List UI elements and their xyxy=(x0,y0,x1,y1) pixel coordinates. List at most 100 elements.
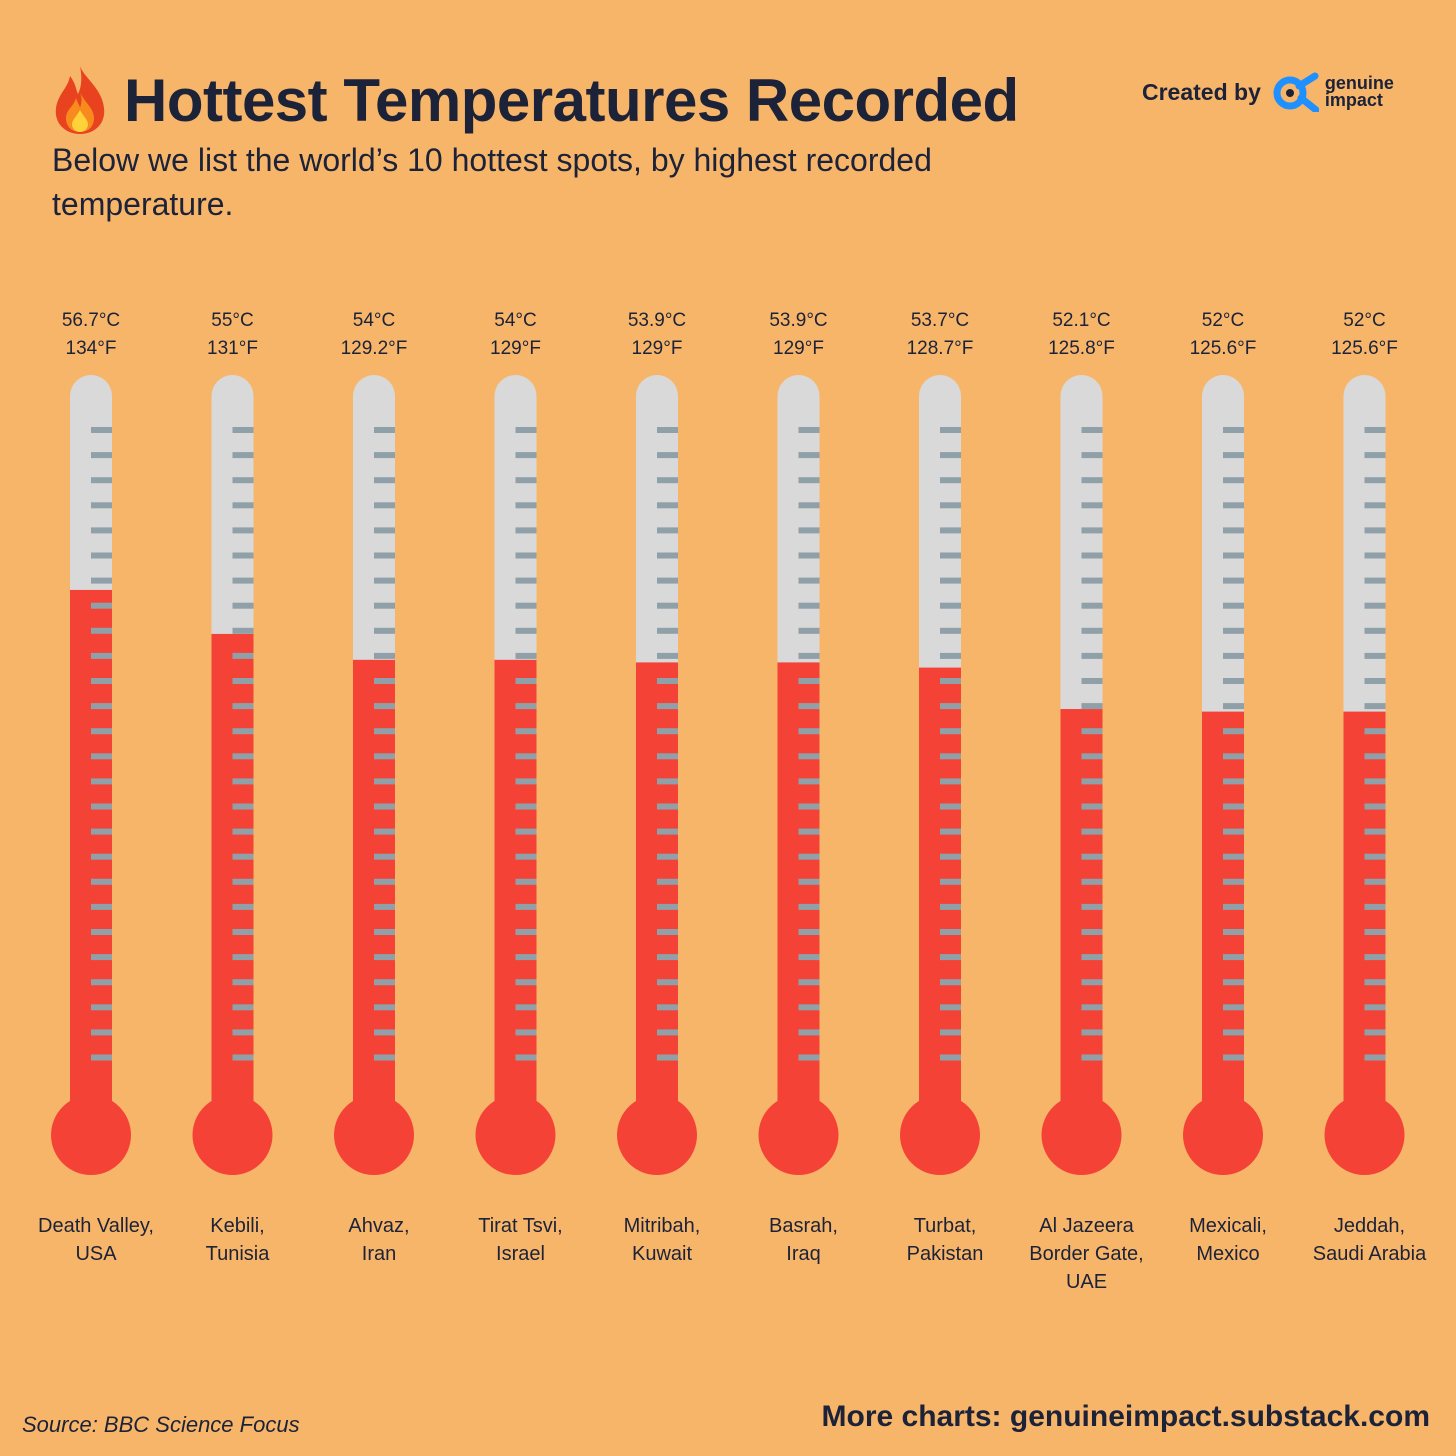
scale-tick xyxy=(374,828,395,835)
scale-tick xyxy=(657,853,678,860)
scale-tick xyxy=(1223,678,1244,684)
scale-tick xyxy=(657,1029,678,1036)
thermometer-bulb xyxy=(1183,1095,1263,1175)
scale-tick xyxy=(91,878,112,885)
temperature-fahrenheit-label: 125.6°F xyxy=(1331,338,1398,359)
scale-tick xyxy=(657,452,678,459)
temperature-celsius-label: 53.7°C xyxy=(911,310,969,331)
scale-tick xyxy=(657,728,678,735)
scale-tick xyxy=(1081,652,1103,659)
page-title: Hottest Temperatures Recorded xyxy=(124,66,1019,134)
scale-tick xyxy=(940,1029,961,1036)
location-label: Death Valley, xyxy=(38,1215,154,1237)
scale-tick xyxy=(940,878,961,885)
scale-tick xyxy=(515,477,537,484)
scale-tick xyxy=(1223,552,1244,559)
scale-tick xyxy=(1364,1054,1386,1061)
scale-tick xyxy=(798,753,820,760)
scale-tick xyxy=(515,552,537,559)
scale-tick xyxy=(232,652,254,659)
temperature-celsius-label: 53.9°C xyxy=(769,310,827,331)
scale-tick xyxy=(1081,502,1103,509)
scale-tick xyxy=(232,828,254,835)
scale-tick xyxy=(798,652,820,659)
scale-tick xyxy=(657,427,678,433)
scale-tick xyxy=(1364,477,1386,484)
scale-tick xyxy=(940,753,961,760)
scale-tick xyxy=(1081,577,1103,584)
temperature-fahrenheit-label: 125.6°F xyxy=(1190,338,1257,359)
scale-tick xyxy=(515,753,537,760)
scale-tick xyxy=(232,979,254,986)
scale-tick xyxy=(232,452,254,459)
scale-tick xyxy=(374,477,395,484)
scale-tick xyxy=(657,1004,678,1011)
scale-tick xyxy=(232,929,254,935)
scale-tick xyxy=(798,853,820,860)
scale-tick xyxy=(657,527,678,534)
scale-tick xyxy=(1364,728,1386,735)
scale-tick xyxy=(91,979,112,986)
location-label: Pakistan xyxy=(907,1243,984,1265)
scale-tick xyxy=(91,602,112,609)
scale-tick xyxy=(1223,1004,1244,1011)
scale-tick xyxy=(91,828,112,835)
scale-tick xyxy=(91,427,112,433)
thermometer-chart: 56.7°C 134°F Death Valley, USA 55°C 131°F Kebi… xyxy=(38,310,1427,1293)
scale-tick xyxy=(940,979,961,986)
location-label: Kuwait xyxy=(632,1243,692,1265)
scale-tick xyxy=(657,627,678,634)
scale-tick xyxy=(1223,627,1244,634)
fire-icon xyxy=(55,66,105,134)
scale-tick xyxy=(374,527,395,534)
scale-tick xyxy=(940,602,961,609)
scale-tick xyxy=(232,552,254,559)
source-note: Source: BBC Science Focus xyxy=(22,1412,300,1437)
scale-tick xyxy=(1364,552,1386,559)
scale-tick xyxy=(798,527,820,534)
scale-tick xyxy=(1364,1029,1386,1036)
scale-tick xyxy=(1223,878,1244,885)
scale-tick xyxy=(798,1029,820,1036)
creator-badge: Created by genuine impact xyxy=(1142,70,1394,114)
more-charts-link[interactable]: More charts: genuineimpact.substack.com xyxy=(821,1400,1431,1433)
scale-tick xyxy=(1223,652,1244,659)
scale-tick xyxy=(1081,477,1103,484)
location-label: Ahvaz, xyxy=(348,1215,409,1237)
scale-tick xyxy=(1081,753,1103,760)
temperature-fahrenheit-label: 134°F xyxy=(66,338,117,359)
scale-tick xyxy=(374,903,395,910)
scale-tick xyxy=(1364,427,1386,433)
scale-tick xyxy=(657,703,678,710)
scale-tick xyxy=(515,627,537,634)
scale-tick xyxy=(940,452,961,459)
scale-tick xyxy=(515,853,537,860)
logo-line-2: impact xyxy=(1324,90,1383,110)
temperature-celsius-label: 52°C xyxy=(1343,310,1385,331)
location-label: Tirat Tsvi, xyxy=(478,1215,562,1237)
scale-tick xyxy=(1081,728,1103,735)
scale-tick xyxy=(1364,652,1386,659)
scale-tick xyxy=(1364,979,1386,986)
scale-tick xyxy=(232,577,254,584)
scale-tick xyxy=(798,577,820,584)
scale-tick xyxy=(657,1054,678,1061)
scale-tick xyxy=(515,929,537,935)
scale-tick xyxy=(798,552,820,559)
scale-tick xyxy=(91,477,112,484)
scale-tick xyxy=(91,527,112,534)
scale-tick xyxy=(232,853,254,860)
scale-tick xyxy=(940,1054,961,1061)
scale-tick xyxy=(232,678,254,684)
location-label: Iran xyxy=(362,1243,396,1265)
scale-tick xyxy=(1081,627,1103,634)
scale-tick xyxy=(232,527,254,534)
scale-tick xyxy=(232,728,254,735)
scale-tick xyxy=(374,853,395,860)
scale-tick xyxy=(940,853,961,860)
scale-tick xyxy=(1081,678,1103,684)
mercury-bar xyxy=(1202,711,1244,1130)
scale-tick xyxy=(1081,903,1103,910)
scale-tick xyxy=(1223,1029,1244,1036)
genuine-impact-logo-icon xyxy=(1273,72,1319,112)
